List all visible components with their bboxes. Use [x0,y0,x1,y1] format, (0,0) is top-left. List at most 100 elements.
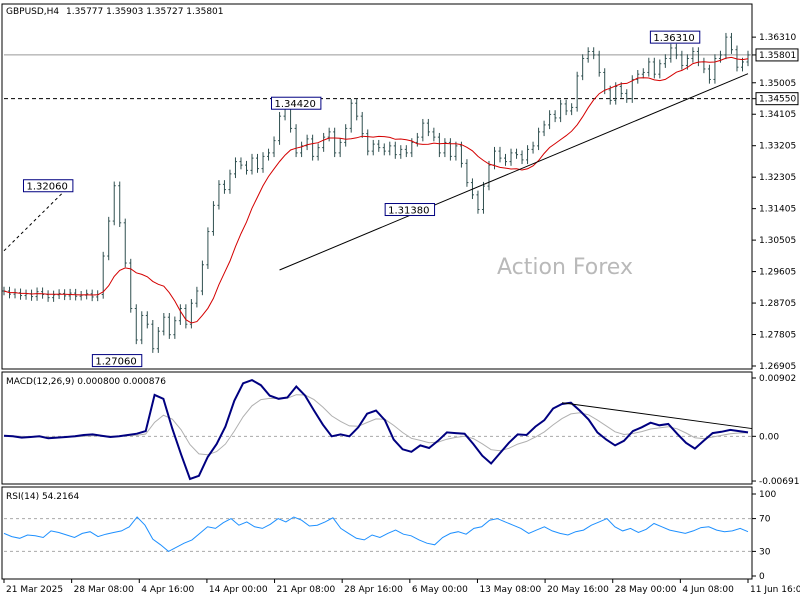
price-bar [520,150,524,165]
macd-panel [1,371,753,485]
price-bar [162,313,166,336]
price-bar [437,132,441,158]
annotation-box [91,354,143,368]
price-bar [393,141,397,159]
rsi-tick-label: 0 [759,572,765,582]
x-tick-label: 28 Apr 16:00 [344,585,403,595]
x-tick-label: 6 May 00:00 [412,585,468,595]
price-tick-label: 1.31405 [759,205,796,215]
price-bar [145,311,149,329]
price-bar [625,89,629,103]
x-tick-label: 13 May 08:00 [479,585,541,595]
price-bar [597,50,601,77]
price-tick-label: 1.26905 [759,362,796,372]
price-bar [311,134,315,161]
price-bar [448,138,452,161]
price-bar [327,127,331,142]
price-annotation: 1.36310 [649,30,701,44]
price-bar [504,153,508,166]
price-layer: 1.32060 1.27060 1.34420 1.31380 1.36310 [2,30,752,368]
price-bar [537,127,541,151]
price-bar [184,304,188,329]
price-bar [553,110,557,123]
price-bar [35,287,39,301]
price-bar [526,145,530,165]
price-bar [278,111,282,145]
price-bar [586,47,590,63]
price-tick-label: 1.36310 [759,33,796,43]
price-bar [658,59,662,79]
price-bar [559,99,563,123]
price-bar [41,287,45,299]
price-bar [371,139,375,156]
price-tick-label: 1.34105 [759,110,796,120]
price-bar [746,50,750,67]
price-bar [173,316,177,339]
price-bar [443,138,447,158]
price-bar [217,180,221,210]
rsi-tick-label: 70 [759,515,771,525]
price-bar [316,143,320,161]
price-bar [129,258,133,313]
price-bar [592,47,596,60]
price-annotation: 1.31380 [384,203,436,217]
price-bar [107,216,111,261]
price-bar [641,68,645,79]
price-bar [140,311,144,345]
price-bar [691,47,695,63]
price-bar [575,71,579,112]
price-bar [454,141,458,161]
price-bar [349,99,353,133]
price-bar [707,64,711,84]
price-bar [515,148,519,159]
axis-layer: 1.36310 1.35801 1.35005 1.34550 1.34105 1.332… [3,33,800,595]
price-bar [366,129,370,156]
price-annotation: 1.34420 [270,96,322,110]
price-bar [233,157,237,179]
price-bar [564,99,568,116]
price-bar [729,32,733,54]
x-tick-label: 21 Apr 08:00 [277,585,336,595]
x-tick-label: 28 May 00:00 [615,585,677,595]
annotation-label: 1.27060 [95,357,136,368]
price-tick-label: 1.27805 [759,331,796,341]
price-tick-box [755,92,799,106]
price-bar [206,227,210,269]
price-bar [713,54,717,84]
x-tick-label: 4 Apr 16:00 [141,585,194,595]
annotation-box [384,203,436,217]
price-bar [404,145,408,158]
price-bar [222,180,226,194]
price-annotation: 1.32060 [22,179,74,193]
x-tick-label: 20 May 16:00 [547,585,609,595]
price-bar [52,290,56,302]
price-bar [267,148,271,161]
header-values: 1.35777 1.35903 1.35727 1.35801 [66,7,223,17]
price-bar [531,141,535,154]
price-bar [669,43,673,63]
moving-average-line [3,56,749,324]
price-bar [421,118,425,142]
annotation-label: 1.36310 [653,33,694,44]
price-bar [239,157,243,170]
macd-tick-label: 0.00 [759,432,779,442]
price-tick-label: 1.32305 [759,173,796,183]
price-bar [426,118,430,137]
price-bar [118,181,122,228]
price-bar [244,160,248,175]
rsi-tick-label: 100 [759,490,776,500]
price-bar [481,181,485,214]
price-panel [1,3,753,370]
price-tick-label: 1.35801 [759,51,796,61]
price-bar [101,251,105,299]
price-bar [647,57,651,77]
price-tick-label: 1.34550 [759,95,796,105]
price-bar [674,43,678,60]
x-tick-label: 14 Apr 00:00 [209,585,268,595]
price-bar [652,57,656,79]
price-tick-box [755,48,799,62]
price-bar [294,124,298,158]
price-bar [228,169,232,194]
